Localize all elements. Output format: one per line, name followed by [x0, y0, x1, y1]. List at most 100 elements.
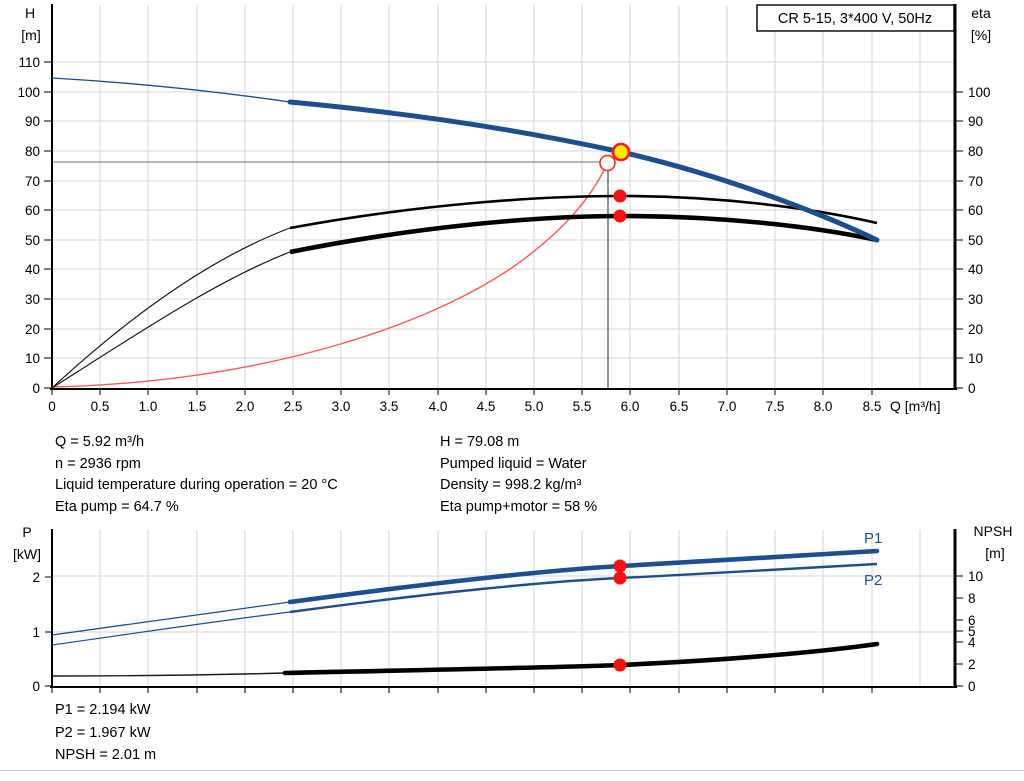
results-panel: P1 = 2.194 kW P2 = 1.967 kW NPSH = 2.01 …: [55, 699, 156, 767]
result-p2: P2 = 1.967 kW: [55, 724, 151, 741]
svg-text:70: 70: [25, 174, 40, 189]
npsh-marker: [613, 658, 627, 672]
q-axis-tick-labels: 0 0.5 1.0 1.5 2.0 2.5 3.0 3.5 4.0 4.5 5.0 5.5 …: [48, 399, 881, 414]
svg-text:7.5: 7.5: [766, 399, 785, 414]
npsh-axis-name: NPSH: [974, 523, 1013, 539]
pump-title-box: [756, 4, 955, 32]
svg-text:90: 90: [25, 114, 40, 129]
svg-text:0: 0: [968, 679, 976, 694]
duty-info-left-column: Q = 5.92 m³/h n = 2936 rpm Liquid temper…: [55, 432, 338, 518]
svg-text:4: 4: [968, 635, 976, 650]
svg-text:1.5: 1.5: [188, 399, 207, 414]
info-eta-pump: Eta pump = 64.7 %: [55, 498, 179, 515]
svg-text:8.0: 8.0: [814, 399, 833, 414]
result-p1: P1 = 2.194 kW: [55, 702, 151, 718]
svg-text:40: 40: [968, 262, 983, 277]
info-head: H = 79.08 m: [440, 434, 520, 450]
q-axis-unit: Q [m³/h]: [890, 398, 941, 414]
p-axis-unit: [kW]: [13, 546, 41, 562]
svg-text:4.0: 4.0: [429, 399, 448, 414]
svg-text:0: 0: [32, 679, 40, 694]
eta-pump-motor-marker: [613, 209, 627, 223]
svg-text:10: 10: [968, 351, 983, 366]
svg-text:7.0: 7.0: [718, 399, 737, 414]
svg-text:2: 2: [968, 657, 976, 672]
svg-text:80: 80: [25, 144, 40, 159]
svg-text:4.5: 4.5: [477, 399, 496, 414]
top-chart-gridlines: [52, 5, 955, 388]
svg-text:20: 20: [968, 322, 983, 337]
svg-text:3.5: 3.5: [380, 399, 399, 414]
info-flow: Q = 5.92 m³/h: [55, 434, 145, 450]
info-density: Density = 998.2 kg/m³: [440, 477, 582, 493]
svg-text:50: 50: [968, 233, 983, 248]
svg-text:5.5: 5.5: [573, 399, 592, 414]
svg-text:2.0: 2.0: [236, 399, 255, 414]
eta-pump-curve-lowflow: [51, 227, 291, 389]
h-axis-name: H: [25, 5, 35, 21]
svg-text:80: 80: [968, 144, 983, 159]
svg-text:20: 20: [25, 322, 40, 337]
svg-text:8.5: 8.5: [863, 399, 882, 414]
requested-duty-marker: [599, 154, 616, 172]
info-eta-pump-motor: Eta pump+motor = 58 %: [440, 498, 598, 515]
p2-series-label: P2: [864, 572, 882, 589]
h-axis-unit: [m]: [21, 27, 40, 43]
p1-curve-lowflow: [51, 601, 291, 636]
svg-text:6.0: 6.0: [621, 399, 640, 414]
p1-series-label: P1: [864, 530, 882, 547]
info-pumped-liquid: Pumped liquid = Water: [440, 455, 587, 472]
hq-curve-lowflow: [51, 77, 291, 103]
p-axis-name: P: [22, 524, 31, 540]
top-chart-tick-marks: [44, 61, 963, 395]
svg-text:60: 60: [25, 203, 40, 218]
svg-text:10: 10: [25, 351, 40, 366]
duty-point-marker[interactable]: [611, 142, 631, 162]
hq-curve: [287, 99, 880, 243]
eta-axis-tick-labels: 100 90 80 70 60 50 40 30 20 10 0: [968, 85, 991, 396]
bottom-chart-axes: [50, 529, 957, 688]
svg-text:0.5: 0.5: [91, 399, 110, 414]
eta-pump-motor-curve: [289, 213, 878, 255]
svg-text:30: 30: [968, 292, 983, 307]
bottom-chart-tick-marks: [45, 575, 963, 693]
eta-pump-motor-curve-lowflow: [51, 251, 291, 389]
svg-text:110: 110: [18, 55, 40, 70]
p-axis-tick-labels: 2 1 0: [32, 570, 40, 694]
p1-marker: [613, 559, 627, 573]
svg-text:100: 100: [968, 85, 991, 100]
svg-text:2.5: 2.5: [284, 399, 303, 414]
svg-text:1.0: 1.0: [139, 399, 158, 414]
svg-text:70: 70: [968, 174, 983, 189]
duty-info-right-column: H = 79.08 m Pumped liquid = Water Densit…: [440, 432, 597, 518]
svg-text:30: 30: [25, 292, 40, 307]
svg-text:5: 5: [968, 624, 976, 639]
svg-text:100: 100: [17, 85, 40, 100]
eta-axis-name: eta: [971, 5, 991, 21]
svg-text:40: 40: [25, 262, 40, 277]
bottom-divider: [0, 770, 1024, 771]
svg-text:0: 0: [32, 381, 40, 396]
svg-text:10: 10: [968, 569, 983, 584]
top-chart-axes: [50, 4, 957, 390]
eta-axis-unit: [%]: [971, 27, 991, 43]
svg-text:90: 90: [968, 114, 983, 129]
npsh-axis-unit: [m]: [985, 545, 1004, 561]
eta-pump-marker: [613, 189, 627, 203]
npsh-curve-lowflow: [51, 672, 286, 677]
power-npsh-chart: P [kW] NPSH [m] 2 1 0 10 8 6 5 4 2 0 P1: [13, 523, 1013, 694]
svg-text:50: 50: [25, 233, 40, 248]
svg-text:0: 0: [48, 399, 56, 414]
p2-curve: [289, 562, 878, 614]
svg-text:5.0: 5.0: [525, 399, 544, 414]
svg-text:0: 0: [968, 381, 976, 396]
system-curve: [51, 169, 605, 388]
svg-text:6.5: 6.5: [670, 399, 689, 414]
npsh-axis-tick-labels: 10 8 6 5 4 2 0: [968, 569, 983, 694]
svg-text:2: 2: [32, 570, 40, 585]
result-npsh: NPSH = 2.01 m: [55, 747, 157, 763]
svg-text:60: 60: [968, 203, 983, 218]
